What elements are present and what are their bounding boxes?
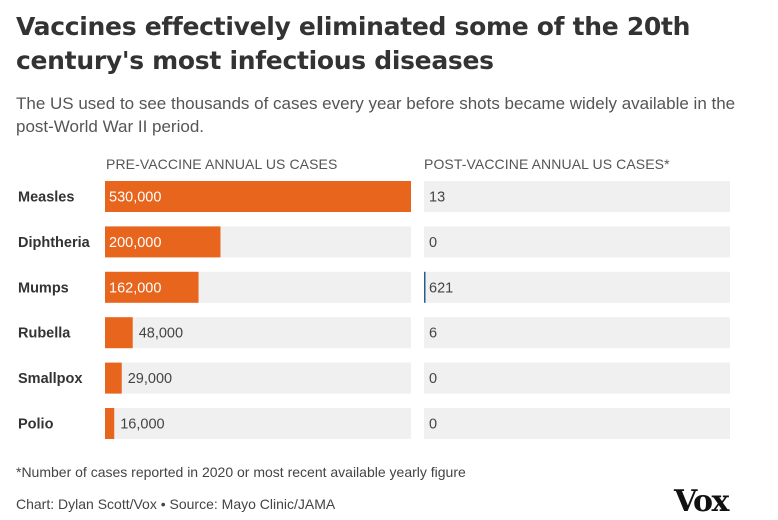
post-value-label-rubella: 6	[429, 326, 437, 342]
post-value-label-mumps: 621	[429, 280, 453, 296]
category-label-diphtheria: Diphtheria	[18, 235, 91, 251]
bar-chart: Measles 530,000 13 Diphtheria 200,000 0 Mumps 1…	[18, 181, 730, 439]
post-track-rubella	[424, 317, 730, 349]
category-label-polio: Polio	[18, 417, 54, 433]
pre-bar-smallpox	[105, 362, 122, 394]
pre-track-rubella	[105, 317, 411, 349]
pre-value-label-measles: 530,000	[109, 190, 161, 206]
chart-subtitle: The US used to see thousands of cases ev…	[16, 94, 736, 136]
pre-value-label-rubella: 48,000	[139, 326, 183, 342]
pre-track-smallpox	[105, 362, 411, 394]
post-track-polio	[424, 408, 730, 439]
category-label-measles: Measles	[18, 190, 74, 206]
pre-value-label-polio: 16,000	[120, 417, 164, 433]
pre-value-label-diphtheria: 200,000	[109, 235, 161, 251]
post-vaccine-column-header: POST-VACCINE ANNUAL US CASES*	[424, 156, 670, 172]
category-label-smallpox: Smallpox	[18, 371, 82, 387]
pre-value-label-mumps: 162,000	[109, 280, 161, 296]
source-credit: Chart: Dylan Scott/Vox • Source: Mayo Cl…	[16, 496, 336, 512]
category-label-mumps: Mumps	[18, 280, 69, 296]
pre-bar-rubella	[105, 317, 133, 349]
pre-track-polio	[105, 408, 411, 439]
post-track-smallpox	[424, 362, 730, 394]
pre-bar-diphtheria	[105, 226, 221, 258]
footnote: *Number of cases reported in 2020 or mos…	[16, 464, 466, 480]
post-value-label-smallpox: 0	[429, 371, 437, 387]
post-track-mumps	[424, 271, 730, 303]
post-value-label-polio: 0	[429, 417, 437, 433]
post-value-label-diphtheria: 0	[429, 235, 437, 251]
vox-logo: Vox	[674, 484, 729, 519]
pre-bar-measles	[105, 181, 411, 212]
pre-bar-polio	[105, 408, 115, 439]
category-label-rubella: Rubella	[18, 326, 71, 342]
post-value-label-measles: 13	[429, 190, 445, 206]
pre-bar-mumps	[105, 271, 199, 303]
chart-title: Vaccines effectively eliminated some of …	[16, 12, 691, 75]
post-track-diphtheria	[424, 226, 730, 258]
post-bar-mumps	[424, 271, 426, 303]
pre-vaccine-column-header: PRE-VACCINE ANNUAL US CASES	[106, 156, 338, 172]
post-track-measles	[424, 181, 730, 212]
pre-value-label-smallpox: 29,000	[128, 371, 172, 387]
